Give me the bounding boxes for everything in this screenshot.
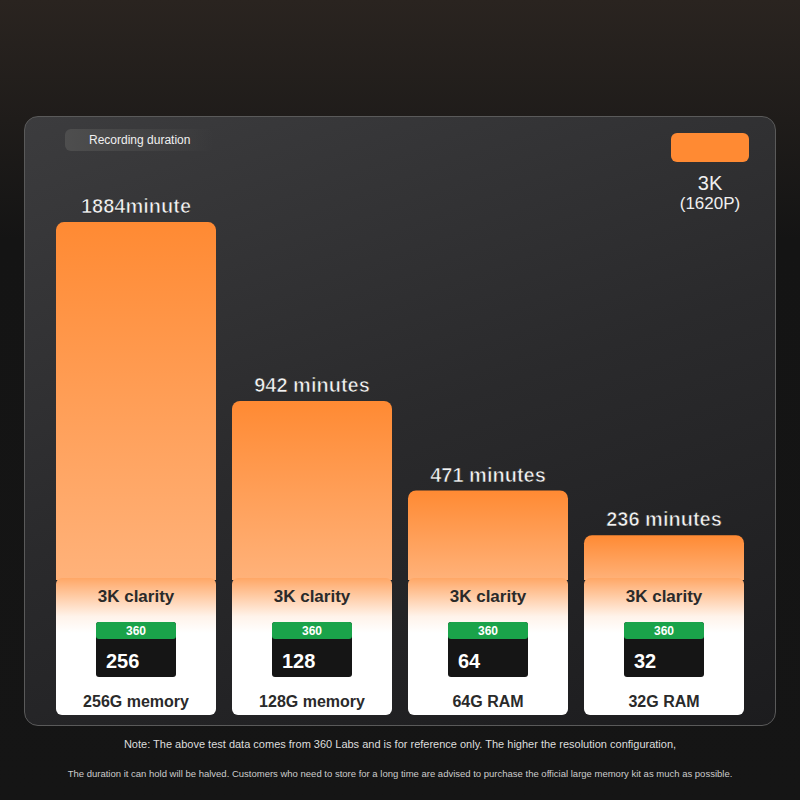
svg-text:1884minute: 1884minute [81,195,191,217]
svg-text:256G memory: 256G memory [83,693,189,710]
svg-text:32: 32 [634,650,656,672]
svg-text:3K clarity: 3K clarity [450,587,527,606]
svg-text:360: 360 [302,624,322,638]
svg-text:3K clarity: 3K clarity [274,587,351,606]
html-text:The duration it can hold will: The duration it can hold will be halved.… [67,768,733,779]
svg-text:471 minutes: 471 minutes [430,464,546,486]
html-text:Note: The above test data come: Note: The above test data comes from 360… [123,738,677,750]
svg-text:64G RAM: 64G RAM [452,693,523,710]
svg-text:360: 360 [126,624,146,638]
html-text:3K: 3K [697,172,723,194]
html-text:(1620P): (1620P) [679,194,741,213]
html-text:Recording duration: Recording duration [89,133,191,147]
svg-text:942 minutes: 942 minutes [254,374,370,396]
svg-text:3K clarity: 3K clarity [98,587,175,606]
svg-text:128: 128 [282,650,315,672]
svg-text:128G memory: 128G memory [259,693,365,710]
svg-text:236 minutes: 236 minutes [606,508,722,530]
svg-text:64: 64 [458,650,481,672]
svg-text:3K clarity: 3K clarity [626,587,703,606]
svg-text:360: 360 [478,624,498,638]
svg-text:32G RAM: 32G RAM [628,693,699,710]
svg-text:256: 256 [106,650,139,672]
svg-text:360: 360 [654,624,674,638]
